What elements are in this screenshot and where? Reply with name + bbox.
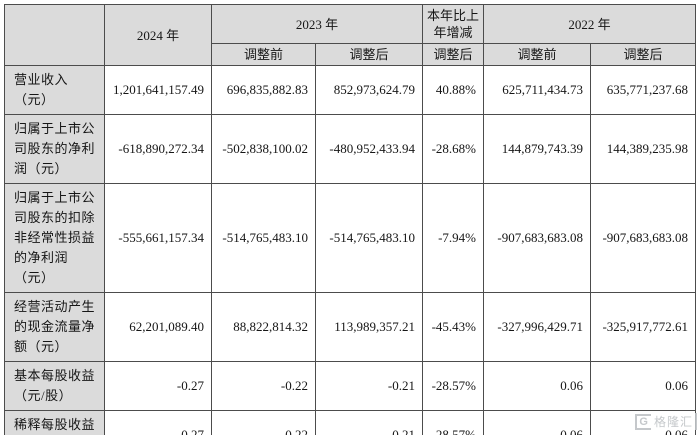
row-label: 归属于上市公 司股东的净利 润（元） (4, 114, 105, 184)
cell-value: 696,835,882.83 (211, 65, 316, 115)
cell-value: -514,765,483.10 (211, 183, 316, 293)
cell-value: -480,952,433.94 (314, 114, 424, 184)
cell-value: -0.27 (104, 410, 212, 435)
corner-cell (4, 4, 105, 66)
subheader-2023-after: 调整后 (314, 43, 424, 66)
subheader-2023-before: 调整前 (211, 43, 316, 66)
cell-value: -325,917,772.61 (590, 292, 696, 362)
table-row-net-profit: 归属于上市公 司股东的净利 润（元） -618,890,272.34 -502,… (4, 114, 696, 184)
cell-value: -907,683,683.08 (483, 183, 592, 293)
cell-value: -45.43% (422, 292, 485, 362)
subheader-change-after: 调整后 (422, 43, 485, 66)
cell-value: -502,838,100.02 (211, 114, 316, 184)
cell-value: 0.06 (590, 410, 696, 435)
financial-summary-table: 2024 年 2023 年 本年比上 年增减 2022 年 调整前 调整后 调整… (4, 4, 696, 435)
cell-value: -28.57% (422, 361, 485, 411)
cell-value: 852,973,624.79 (314, 65, 424, 115)
header-row-adjustments: 调整前 调整后 调整后 调整前 调整后 (5, 43, 696, 66)
row-label: 基本每股收益 （元/股） (4, 361, 105, 411)
cell-value: 0.06 (483, 361, 592, 411)
cell-value: -907,683,683.08 (590, 183, 696, 293)
cell-value: -0.27 (104, 361, 212, 411)
table-row-basic-eps: 基本每股收益 （元/股） -0.27 -0.22 -0.21 -28.57% 0… (4, 361, 696, 411)
cell-value: -555,661,157.34 (104, 183, 212, 293)
row-label: 营业收入 （元） (4, 65, 105, 115)
row-label: 经营活动产生 的现金流量净 额（元） (4, 292, 105, 362)
row-label: 归属于上市公 司股东的扣除 非经常性损益 的净利润 （元） (4, 183, 105, 293)
subheader-2022-after: 调整后 (590, 43, 696, 66)
cell-value: 0.06 (483, 410, 592, 435)
cell-value: -28.68% (422, 114, 485, 184)
cell-value: 0.06 (590, 361, 696, 411)
cell-value: 40.88% (422, 65, 485, 115)
cell-value: -0.22 (211, 410, 316, 435)
cell-value: 635,771,237.68 (590, 65, 696, 115)
cell-value: -28.57% (422, 410, 485, 435)
cell-value: 1,201,641,157.49 (104, 65, 212, 115)
header-2024: 2024 年 (104, 4, 212, 66)
cell-value: -0.21 (314, 361, 424, 411)
cell-value: -7.94% (422, 183, 485, 293)
header-2022: 2022 年 (483, 4, 696, 44)
header-row-years: 2024 年 2023 年 本年比上 年增减 2022 年 (4, 4, 696, 66)
cell-value: 144,879,743.39 (483, 114, 592, 184)
cell-value: -514,765,483.10 (314, 183, 424, 293)
subheader-2022-before: 调整前 (483, 43, 592, 66)
cell-value: -327,996,429.71 (483, 292, 592, 362)
header-2023: 2023 年 (210, 4, 424, 44)
cell-value: -0.21 (314, 410, 424, 435)
table-row-revenue: 营业收入 （元） 1,201,641,157.49 696,835,882.83… (4, 65, 696, 115)
row-label: 稀释每股收益 （元/股） (4, 410, 105, 435)
table-row-net-profit-excl-nonrecurring: 归属于上市公 司股东的扣除 非经常性损益 的净利润 （元） -555,661,1… (4, 183, 696, 293)
cell-value: 113,989,357.21 (314, 292, 424, 362)
cell-value: 625,711,434.73 (483, 65, 592, 115)
financial-summary-table-wrap: 2024 年 2023 年 本年比上 年增减 2022 年 调整前 调整后 调整… (4, 4, 696, 435)
cell-value: 144,389,235.98 (590, 114, 696, 184)
table-row-operating-cash-flow: 经营活动产生 的现金流量净 额（元） 62,201,089.40 88,822,… (4, 292, 696, 362)
header-yoy-change: 本年比上 年增减 (422, 4, 485, 44)
cell-value: 88,822,814.32 (211, 292, 316, 362)
cell-value: -0.22 (211, 361, 316, 411)
cell-value: -618,890,272.34 (104, 114, 212, 184)
cell-value: 62,201,089.40 (104, 292, 212, 362)
table-row-diluted-eps: 稀释每股收益 （元/股） -0.27 -0.22 -0.21 -28.57% 0… (4, 410, 696, 435)
